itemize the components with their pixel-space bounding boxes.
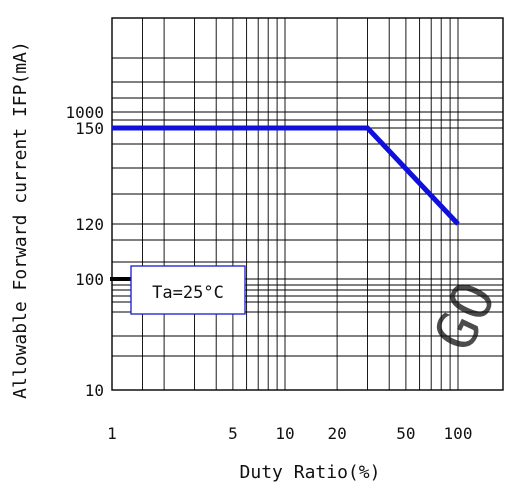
x-tick-label: 100 [444,424,473,443]
x-tick-label: 10 [275,424,294,443]
x-axis-label: Duty Ratio(%) [240,462,381,483]
x-tick-label: 5 [228,424,238,443]
vertical-gridlines [111,18,459,390]
y-tick-label: 1000 [65,103,104,122]
horizontal-gridlines [112,17,503,391]
x-tick-label: 20 [327,424,346,443]
x-tick-labels: 1 5 10 20 50 100 [107,424,472,443]
series-line [112,125,460,226]
y-tick-label: 100 [75,270,104,289]
annotation-text: Ta=25°C [152,283,224,303]
annotation-box [130,265,246,315]
x-tick-label: 50 [396,424,415,443]
y-axis-label: Allowable Forward current IFP(mA) [10,41,31,399]
y-tick-label: 120 [75,215,104,234]
plot-frame [111,17,504,391]
x-tick-label: 1 [107,424,117,443]
watermark: GO [422,272,508,361]
y-tick-label: 150 [75,119,104,138]
y-tick-label: 10 [85,381,104,400]
